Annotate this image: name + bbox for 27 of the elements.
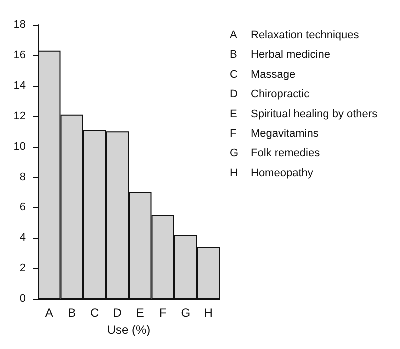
text: D Chiropractic <box>230 88 310 101</box>
y-tick-label: 8 <box>20 171 26 184</box>
y-tick-label: 10 <box>14 140 26 153</box>
y-tick-label: 2 <box>20 262 26 275</box>
x-tick-label: H <box>204 306 213 320</box>
y-tick-label: 18 <box>14 19 26 31</box>
x-tick-label: G <box>181 306 191 320</box>
x-tick-label: B <box>68 306 76 320</box>
y-tick-label: 12 <box>14 110 26 122</box>
text: B Herbal medicine <box>230 49 330 62</box>
text: G Folk remedies <box>230 148 321 160</box>
text: F Megavitamins <box>230 128 319 140</box>
y-tick-label: 14 <box>14 80 26 92</box>
y-tick-label: 6 <box>20 202 26 214</box>
x-tick-label: E <box>136 306 144 320</box>
x-axis-title: Use (%) <box>107 323 151 337</box>
x-tick-label: D <box>113 306 122 320</box>
x-tick-label: C <box>90 306 100 320</box>
x-tick-label: A <box>45 306 54 320</box>
text: E Spiritual healing by others <box>230 108 378 120</box>
y-tick-label: 0 <box>20 293 26 306</box>
y-tick-label: 16 <box>14 49 26 62</box>
text: H Homeopathy <box>230 167 314 180</box>
text: C Massage <box>230 68 296 81</box>
x-tick-label: F <box>159 306 167 320</box>
y-tick-label: 4 <box>20 232 26 244</box>
text: A Relaxation techniques <box>230 30 360 42</box>
